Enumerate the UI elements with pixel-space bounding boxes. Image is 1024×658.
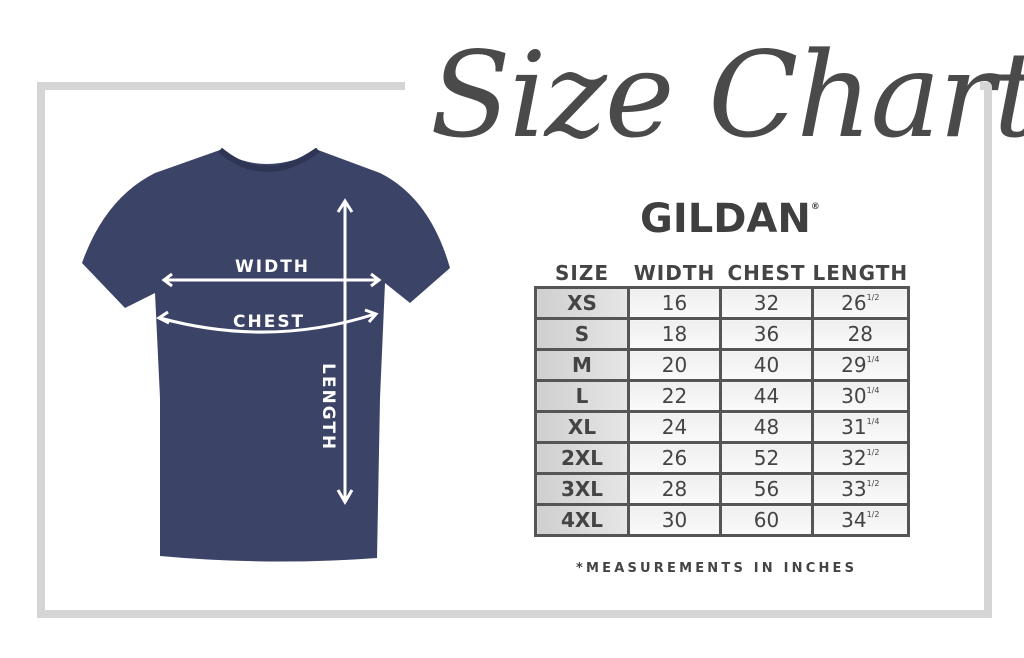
chest-cell: 32 <box>719 286 814 320</box>
length-cell: 291/4 <box>811 348 910 382</box>
size-cell: XS <box>534 286 630 320</box>
length-value: 28 <box>847 322 874 346</box>
length-value: 32 <box>841 446 867 470</box>
column-header: WIDTH <box>633 261 716 285</box>
size-table: SIZE WIDTH CHEST LENGTH XS 16 32 261/2 S 18 36 28 M… <box>534 260 910 537</box>
size-cell: M <box>534 348 630 382</box>
length-fraction: 1/2 <box>866 293 880 303</box>
size-cell: S <box>534 317 630 351</box>
length-fraction: 1/4 <box>866 417 880 427</box>
length-fraction: 1/2 <box>866 479 880 489</box>
chest-cell: 36 <box>719 317 814 351</box>
column-header: LENGTH <box>812 261 909 285</box>
width-cell: 18 <box>627 317 722 351</box>
registered-mark: ® <box>810 202 820 212</box>
length-fraction: 1/4 <box>866 386 880 396</box>
size-value: XL <box>567 415 597 439</box>
width-cell: 26 <box>627 441 722 475</box>
length-cell: 301/4 <box>811 379 910 413</box>
chest-value: 52 <box>753 446 780 470</box>
length-cell: 331/2 <box>811 472 910 506</box>
chest-cell: 56 <box>719 472 814 506</box>
length-cell: 311/4 <box>811 410 910 444</box>
width-cell: 22 <box>627 379 722 413</box>
length-fraction: 1/2 <box>866 510 880 520</box>
length-value: 30 <box>841 384 867 408</box>
chest-cell: 40 <box>719 348 814 382</box>
column-header: CHEST <box>727 261 806 285</box>
chest-value: 36 <box>753 322 780 346</box>
length-fraction: 1/2 <box>866 448 880 458</box>
chest-cell: 60 <box>719 503 814 537</box>
size-value: L <box>575 384 589 408</box>
chest-cell: 52 <box>719 441 814 475</box>
width-cell: 24 <box>627 410 722 444</box>
measure-arrows <box>156 198 382 505</box>
column-header: SIZE <box>554 261 609 285</box>
table-row: XL 24 48 311/4 <box>534 410 910 444</box>
chest-cell: 48 <box>719 410 814 444</box>
size-value: 4XL <box>560 508 604 532</box>
width-value: 28 <box>661 477 688 501</box>
brand-name: GILDAN <box>640 196 811 242</box>
width-cell: 28 <box>627 472 722 506</box>
width-value: 26 <box>661 446 688 470</box>
length-label: LENGTH <box>318 363 338 451</box>
title-background <box>405 20 980 160</box>
width-value: 16 <box>661 291 688 315</box>
chest-value: 32 <box>753 291 780 315</box>
length-cell: 261/2 <box>811 286 910 320</box>
length-value: 29 <box>841 353 867 377</box>
size-value: 2XL <box>560 446 604 470</box>
size-cell: 2XL <box>534 441 630 475</box>
length-value: 34 <box>841 508 867 532</box>
size-value: 3XL <box>560 477 604 501</box>
chest-value: 40 <box>753 353 780 377</box>
width-value: 30 <box>661 508 688 532</box>
measurement-note: *MEASUREMENTS IN INCHES <box>576 561 858 576</box>
tshirt-diagram: WIDTH CHEST LENGTH <box>82 148 450 562</box>
tshirt-shape <box>82 150 450 562</box>
table-row: 2XL 26 52 321/2 <box>534 441 910 475</box>
chest-cell: 44 <box>719 379 814 413</box>
size-cell: 3XL <box>534 472 630 506</box>
width-cell: 16 <box>627 286 722 320</box>
width-label: WIDTH <box>235 257 310 277</box>
table-row: L 22 44 301/4 <box>534 379 910 413</box>
table-row: S 18 36 28 <box>534 317 910 351</box>
chest-value: 48 <box>753 415 780 439</box>
table-row: 3XL 28 56 331/2 <box>534 472 910 506</box>
chest-value: 44 <box>753 384 780 408</box>
length-cell: 321/2 <box>811 441 910 475</box>
size-value: M <box>572 353 592 377</box>
length-cell: 28 <box>811 317 910 351</box>
size-value: XS <box>567 291 597 315</box>
table-row: XS 16 32 261/2 <box>534 286 910 320</box>
table-row: M 20 40 291/4 <box>534 348 910 382</box>
size-cell: 4XL <box>534 503 630 537</box>
width-value: 20 <box>661 353 688 377</box>
size-cell: XL <box>534 410 630 444</box>
width-value: 24 <box>661 415 688 439</box>
table-row: 4XL 30 60 341/2 <box>534 503 910 537</box>
length-cell: 341/2 <box>811 503 910 537</box>
chest-value: 56 <box>753 477 780 501</box>
width-value: 22 <box>661 384 688 408</box>
length-value: 26 <box>841 291 867 315</box>
size-value: S <box>574 322 590 346</box>
chest-value: 60 <box>753 508 780 532</box>
length-fraction: 1/4 <box>866 355 880 365</box>
chest-label: CHEST <box>233 312 305 332</box>
width-value: 18 <box>661 322 688 346</box>
length-value: 31 <box>841 415 867 439</box>
brand-logo: GILDAN® <box>640 196 820 242</box>
length-value: 33 <box>841 477 867 501</box>
width-cell: 30 <box>627 503 722 537</box>
page-title: Size Chart <box>430 26 1024 164</box>
size-cell: L <box>534 379 630 413</box>
width-cell: 20 <box>627 348 722 382</box>
